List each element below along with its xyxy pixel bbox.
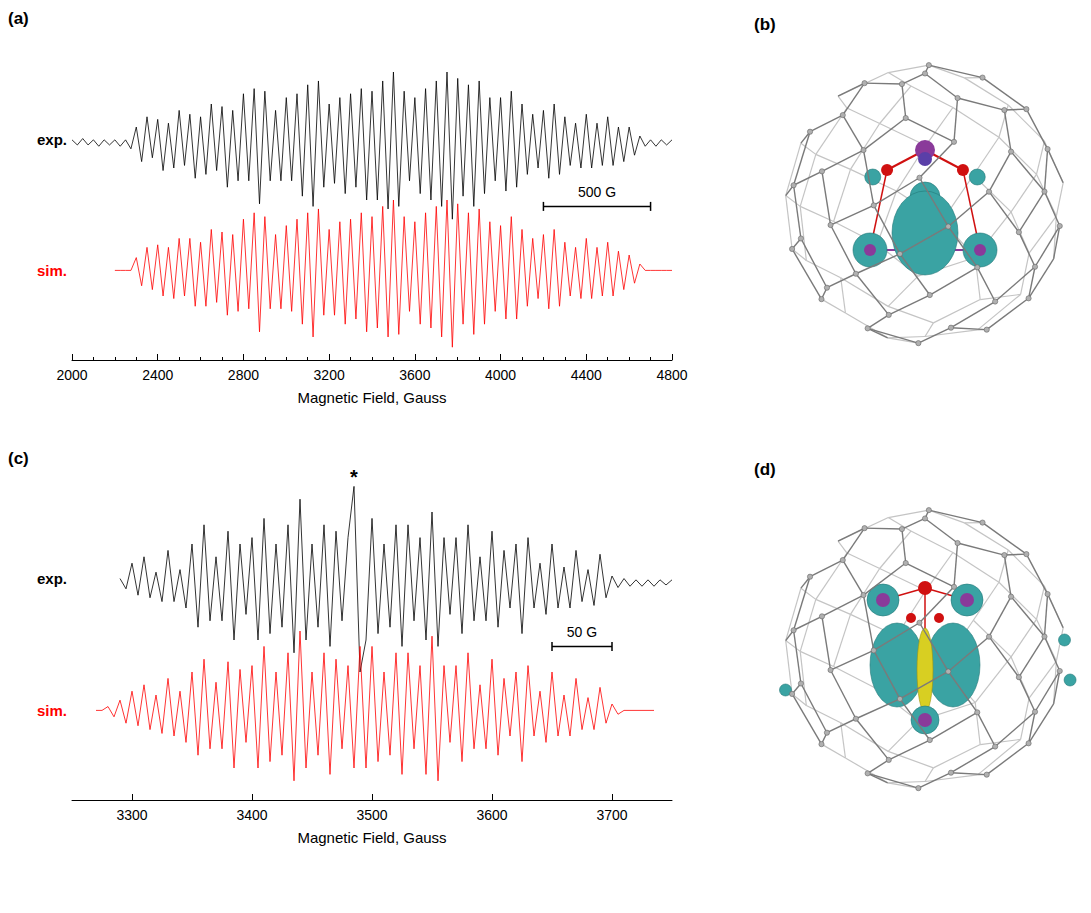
- svg-text:2400: 2400: [142, 367, 173, 383]
- svg-text:3200: 3200: [314, 367, 345, 383]
- svg-text:(a): (a): [8, 9, 29, 28]
- svg-text:3600: 3600: [476, 807, 507, 823]
- svg-text:3300: 3300: [116, 807, 147, 823]
- svg-text:3400: 3400: [236, 807, 267, 823]
- svg-text:2000: 2000: [56, 367, 87, 383]
- svg-text:50 G: 50 G: [567, 624, 597, 640]
- svg-text:(c): (c): [8, 449, 29, 468]
- svg-text:3600: 3600: [399, 367, 430, 383]
- svg-text:(d): (d): [754, 460, 776, 479]
- svg-text:Magnetic Field, Gauss: Magnetic Field, Gauss: [297, 829, 446, 846]
- svg-text:(b): (b): [754, 15, 776, 34]
- svg-text:500 G: 500 G: [578, 184, 616, 200]
- svg-text:sim.: sim.: [37, 262, 67, 279]
- svg-text:sim.: sim.: [37, 702, 67, 719]
- svg-text:4800: 4800: [656, 367, 687, 383]
- svg-text:exp.: exp.: [37, 570, 67, 587]
- svg-text:4000: 4000: [485, 367, 516, 383]
- svg-text:exp.: exp.: [37, 131, 67, 148]
- svg-text:*: *: [350, 466, 358, 488]
- svg-text:3700: 3700: [596, 807, 627, 823]
- svg-text:4400: 4400: [571, 367, 602, 383]
- svg-text:2800: 2800: [228, 367, 259, 383]
- svg-text:3500: 3500: [356, 807, 387, 823]
- svg-text:Magnetic Field, Gauss: Magnetic Field, Gauss: [297, 389, 446, 406]
